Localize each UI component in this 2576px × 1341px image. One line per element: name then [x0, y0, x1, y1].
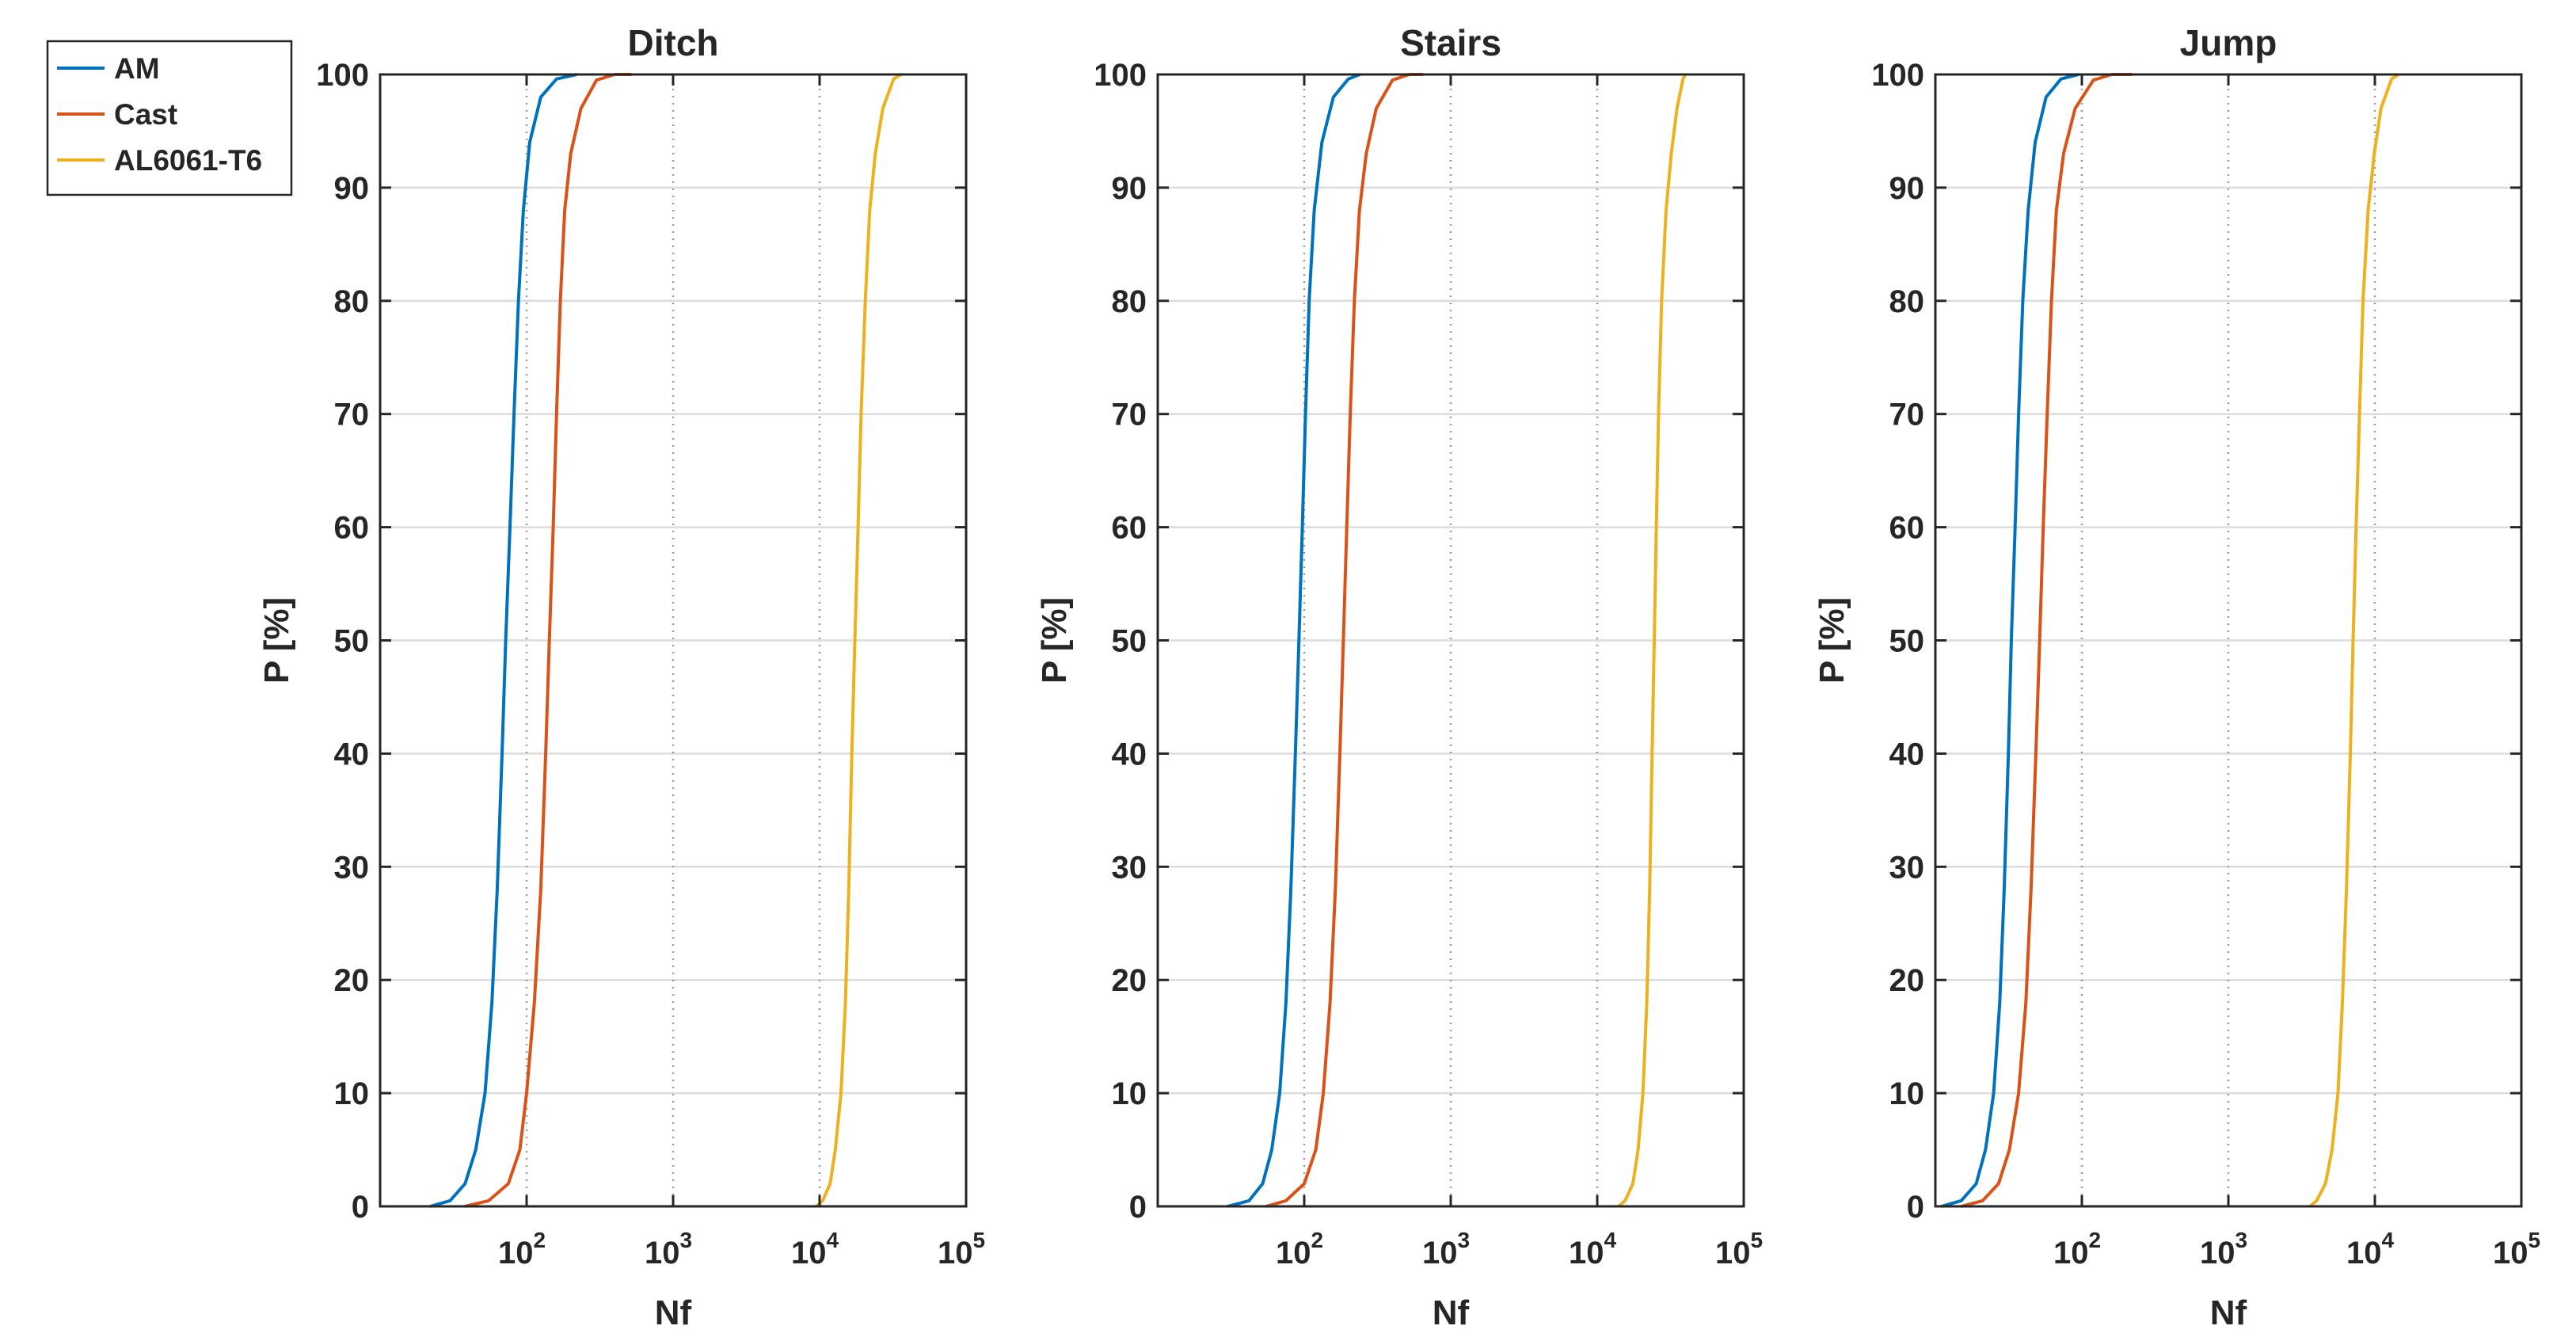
y-tick-label: 10 — [1889, 1076, 1925, 1111]
y-tick-label: 90 — [1112, 171, 1147, 206]
panel-title: Ditch — [628, 22, 719, 63]
y-axis-title: P [%] — [1035, 597, 1074, 684]
chart-panel-stairs: 0 10 20 30 40 50 60 70 80 90 100 102 103 104 105 Stairs… — [1035, 22, 1763, 1332]
y-tick-label: 100 — [1871, 58, 1924, 93]
legend-label: AL6061-T6 — [114, 144, 262, 177]
x-tick-label: 104 — [2346, 1228, 2395, 1271]
y-tick-label: 70 — [334, 398, 370, 432]
y-tick-label: 30 — [1889, 850, 1925, 885]
y-tick-label: 40 — [1889, 737, 1925, 771]
y-tick-label: 60 — [334, 511, 370, 546]
legend-label: AM — [114, 52, 160, 85]
x-tick-label: 104 — [791, 1228, 839, 1271]
x-tick-label: 105 — [2493, 1228, 2540, 1271]
chart-panel-ditch: 0 10 20 30 40 50 60 70 80 90 100 102 103 104 105 Ditch N… — [257, 22, 985, 1332]
y-tick-label: 50 — [334, 624, 370, 659]
y-tick-label: 90 — [334, 171, 370, 206]
y-tick-label: 40 — [1112, 737, 1147, 771]
x-tick-label: 105 — [938, 1228, 985, 1271]
y-tick-label: 50 — [1889, 624, 1925, 659]
x-axis-title: Nf — [2210, 1293, 2247, 1332]
y-tick-label: 90 — [1889, 171, 1925, 206]
x-axis-title: Nf — [655, 1293, 692, 1332]
y-tick-label: 70 — [1889, 398, 1925, 432]
y-tick-label: 20 — [334, 963, 370, 998]
x-tick-label: 102 — [1276, 1228, 1323, 1271]
y-tick-label: 30 — [1112, 850, 1147, 885]
y-tick-label: 0 — [1907, 1190, 1924, 1225]
series-line-cast — [1961, 73, 2133, 1208]
x-tick-label: 103 — [645, 1228, 692, 1271]
series-line-am — [1941, 73, 2079, 1208]
x-tick-label: 102 — [2053, 1228, 2101, 1271]
y-tick-label: 70 — [1112, 398, 1147, 432]
legend-label: Cast — [114, 98, 177, 131]
x-tick-label: 102 — [498, 1228, 546, 1271]
y-tick-label: 0 — [1129, 1190, 1147, 1225]
series-line-am — [429, 73, 577, 1208]
series-line-al6061-t6 — [1617, 74, 1688, 1208]
legend[interactable]: AM Cast AL6061-T6 — [46, 40, 293, 196]
y-axis-title: P [%] — [1813, 597, 1851, 684]
y-tick-label: 80 — [334, 284, 370, 319]
x-tick-label: 104 — [1569, 1228, 1617, 1271]
y-tick-label: 40 — [334, 737, 370, 771]
y-tick-label: 10 — [1112, 1076, 1147, 1111]
y-tick-label: 80 — [1112, 284, 1147, 319]
panel-title: Jump — [2180, 22, 2277, 63]
x-tick-label: 105 — [1715, 1228, 1763, 1271]
y-tick-label: 50 — [1112, 624, 1147, 659]
y-tick-label: 0 — [352, 1190, 369, 1225]
x-tick-label: 103 — [1422, 1228, 1470, 1271]
y-axis-title: P [%] — [257, 597, 296, 684]
y-tick-label: 60 — [1889, 511, 1925, 546]
y-tick-label: 20 — [1889, 963, 1925, 998]
y-tick-label: 20 — [1112, 963, 1147, 998]
series-line-al6061-t6 — [815, 73, 902, 1208]
x-tick-label: 103 — [2200, 1228, 2247, 1271]
y-tick-label: 100 — [1094, 58, 1147, 93]
y-tick-label: 60 — [1112, 511, 1147, 546]
chart-panel-jump: 0 10 20 30 40 50 60 70 80 90 100 102 103 104 105 Jump Nf… — [1813, 22, 2540, 1332]
y-tick-label: 100 — [316, 58, 369, 93]
y-tick-label: 30 — [334, 850, 370, 885]
series-line-al6061-t6 — [2308, 73, 2399, 1208]
x-axis-title: Nf — [1433, 1293, 1470, 1332]
y-tick-label: 10 — [334, 1076, 370, 1111]
series-line-cast — [1265, 73, 1424, 1208]
panel-title: Stairs — [1400, 22, 1501, 63]
series-line-am — [1227, 73, 1361, 1208]
series-line-cast — [464, 73, 632, 1208]
y-tick-label: 80 — [1889, 284, 1925, 319]
